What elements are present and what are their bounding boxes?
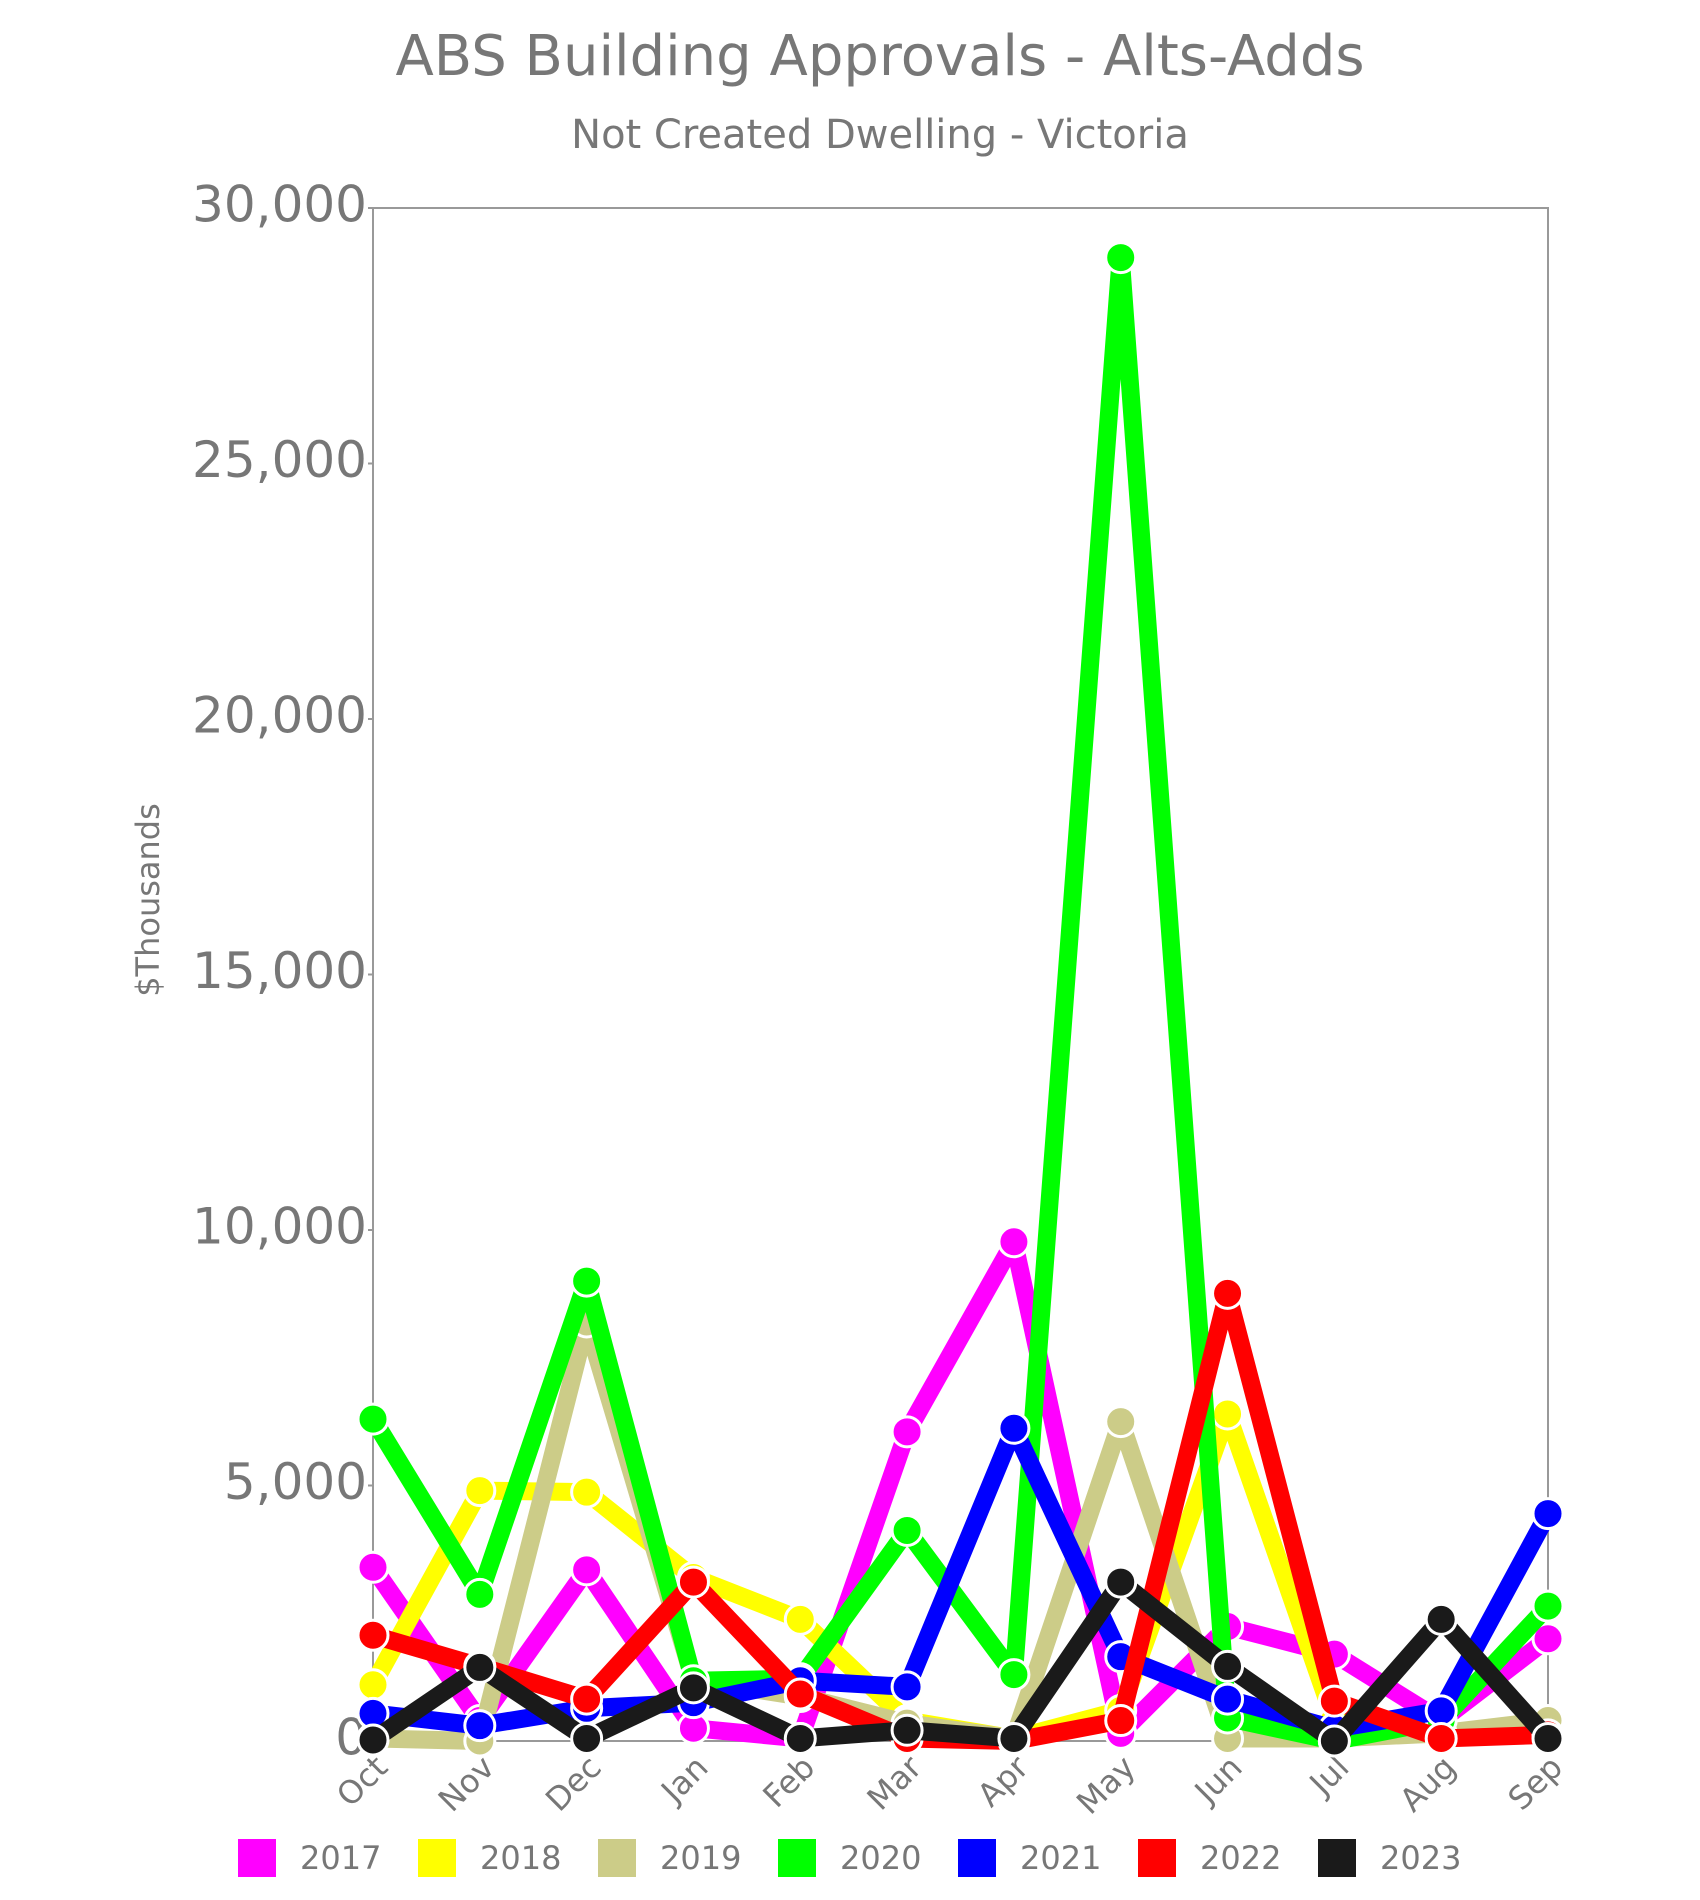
data-point (356, 1723, 390, 1757)
data-point (570, 1475, 604, 1509)
legend-swatch (418, 1839, 456, 1877)
data-point (783, 1602, 817, 1636)
legend-label: 2020 (840, 1839, 921, 1877)
data-point (1211, 1649, 1245, 1683)
data-point (1424, 1694, 1458, 1728)
data-point (890, 1670, 924, 1704)
data-point (997, 1411, 1031, 1445)
data-point (570, 1264, 604, 1298)
data-point (356, 1402, 390, 1436)
data-point (1211, 1276, 1245, 1310)
y-tick-label: 5,000 (224, 1453, 367, 1511)
data-point (356, 1550, 390, 1584)
data-point (997, 1658, 1031, 1692)
data-point (1531, 1721, 1565, 1755)
data-point (783, 1677, 817, 1711)
data-point (676, 1671, 710, 1705)
x-tick-label: Jan (652, 1748, 715, 1811)
x-tick-label: Jul (1301, 1748, 1357, 1804)
plot-frame (372, 207, 1549, 1742)
y-tick-label: 25,000 (192, 431, 367, 489)
data-point (1317, 1724, 1351, 1758)
x-tick-label: Sep (1501, 1748, 1571, 1818)
y-axis-label: $Thousands (129, 803, 167, 997)
data-point (356, 1668, 390, 1702)
x-tick-label: Dec (538, 1748, 609, 1819)
data-point (463, 1577, 497, 1611)
data-point (570, 1553, 604, 1587)
series-line (365, 248, 1555, 1750)
chart-title: ABS Building Approvals - Alts-Adds (395, 24, 1364, 89)
data-point (1531, 1497, 1565, 1531)
data-point (1424, 1602, 1458, 1636)
x-tick-label: Apr (970, 1748, 1037, 1815)
data-point (1104, 1704, 1138, 1738)
x-tick-label: Feb (755, 1748, 822, 1815)
data-point (356, 1618, 390, 1652)
legend-label: 2021 (1020, 1839, 1101, 1877)
x-tick-label: May (1069, 1748, 1143, 1822)
data-point (1317, 1684, 1351, 1718)
x-tick-label: Jun (1186, 1748, 1250, 1812)
legend-swatch (1138, 1839, 1176, 1877)
y-tick-label: 30,000 (192, 176, 367, 234)
legend-swatch (1318, 1839, 1356, 1877)
data-point (890, 1713, 924, 1747)
data-point (570, 1682, 604, 1716)
data-point (1531, 1622, 1565, 1656)
legend-swatch (958, 1839, 996, 1877)
data-point (570, 1721, 604, 1755)
legend-label: 2018 (480, 1839, 561, 1877)
legend-label: 2017 (300, 1839, 381, 1877)
legend-label: 2022 (1200, 1839, 1281, 1877)
y-tick-label: 10,000 (192, 1198, 367, 1256)
data-point (890, 1415, 924, 1449)
data-point (997, 1721, 1031, 1755)
data-point (463, 1650, 497, 1684)
x-tick-label: Aug (1392, 1748, 1463, 1819)
x-tick-label: Mar (860, 1748, 930, 1818)
chart-subtitle: Not Created Dwelling - Victoria (571, 112, 1189, 158)
data-point (1104, 1565, 1138, 1599)
data-point (1211, 1682, 1245, 1716)
x-tick-label: Nov (431, 1748, 502, 1819)
data-point (463, 1709, 497, 1743)
series-line (367, 1573, 1555, 1750)
data-point (676, 1565, 710, 1599)
legend-swatch (238, 1839, 276, 1877)
series-line (365, 1232, 1554, 1748)
data-point (1531, 1589, 1565, 1623)
data-point (890, 1513, 924, 1547)
y-tick-label: 15,000 (192, 942, 367, 1000)
y-tick-label: 20,000 (192, 687, 367, 745)
data-point (997, 1225, 1031, 1259)
data-point (783, 1721, 817, 1755)
data-point (1104, 241, 1138, 275)
data-point (463, 1474, 497, 1508)
data-point (1424, 1721, 1458, 1755)
legend-label: 2019 (660, 1839, 741, 1877)
legend-swatch (598, 1839, 636, 1877)
legend-label: 2023 (1380, 1839, 1461, 1877)
data-point (1104, 1405, 1138, 1439)
data-point (1211, 1397, 1245, 1431)
legend-swatch (778, 1839, 816, 1877)
